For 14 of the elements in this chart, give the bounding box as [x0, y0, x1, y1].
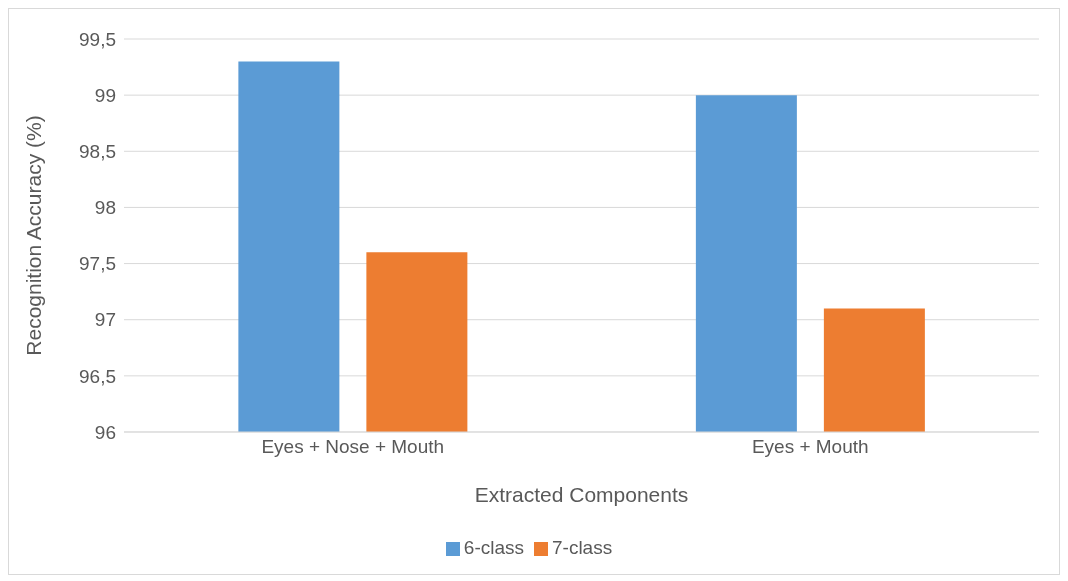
y-axis-title: Recognition Accuracy (%): [22, 115, 46, 356]
x-axis-title: Extracted Components: [474, 483, 689, 506]
y-tick-label: 98,5: [79, 141, 116, 163]
y-tick-label: 98: [94, 197, 116, 219]
y-tick-label: 96,5: [79, 365, 116, 387]
y-tick-label: 99: [94, 84, 116, 106]
y-tick-label: 99,5: [79, 28, 116, 50]
legend-label: 7-class: [552, 537, 613, 558]
legend-label: 6-class: [463, 537, 524, 558]
y-tick-label: 97,5: [79, 253, 116, 275]
y-tick-label: 97: [94, 309, 116, 331]
y-tick-label: 96: [94, 421, 116, 443]
x-tick-label: Eyes + Mouth: [751, 436, 869, 458]
x-tick-label: Eyes + Nose + Mouth: [261, 436, 445, 458]
